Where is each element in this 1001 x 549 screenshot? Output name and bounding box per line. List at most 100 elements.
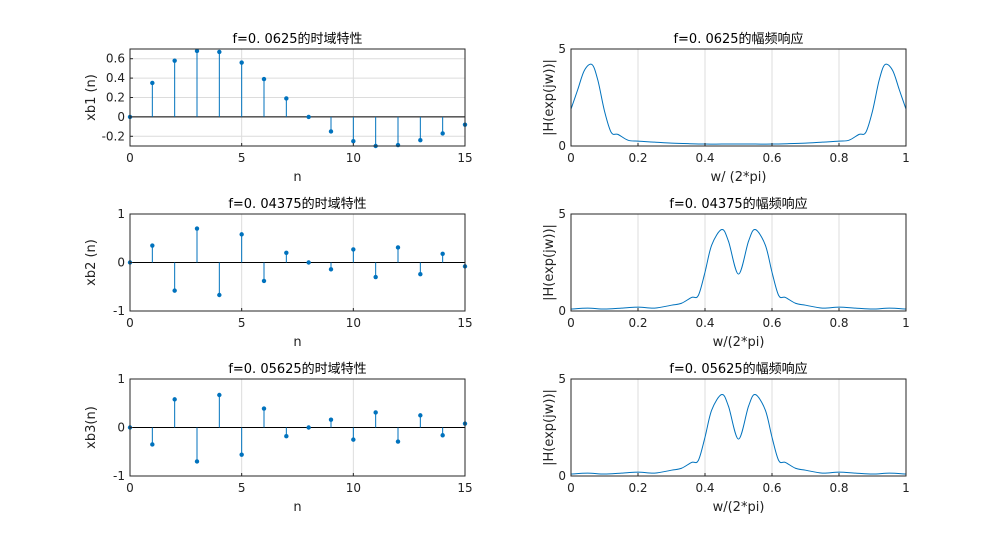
subplot-title: f=0. 0625的幅频响应	[673, 31, 803, 47]
stem-marker	[217, 392, 222, 398]
x-tick-label: 0.8	[829, 481, 848, 495]
y-tick-label: 5	[558, 207, 566, 221]
stem-marker	[351, 437, 356, 442]
stem-marker	[373, 274, 378, 280]
y-axis-label: |H(exp(jw))|	[542, 224, 557, 301]
stem-marker	[194, 226, 200, 231]
subplot-title: f=0. 05625的幅频响应	[669, 361, 807, 377]
magnitude-curve	[570, 63, 907, 145]
stem-marker	[261, 406, 267, 411]
stem-marker	[328, 129, 334, 134]
x-tick-label: 0.2	[628, 316, 647, 330]
y-tick-label: 0	[558, 469, 566, 483]
x-axis-label: w/ (2*pi)	[711, 170, 767, 185]
y-tick-label: -1	[113, 469, 125, 483]
y-tick-label: 0	[558, 139, 566, 153]
stem-marker	[194, 459, 200, 464]
x-tick-label: 15	[457, 151, 472, 165]
x-tick-label: 10	[346, 316, 361, 330]
stem-marker	[306, 425, 311, 430]
stem-marker	[239, 60, 244, 65]
stem-marker	[172, 288, 177, 293]
x-tick-label: 0.2	[628, 481, 647, 495]
x-tick-label: 0.2	[628, 151, 647, 165]
x-tick-label: 5	[238, 481, 246, 495]
x-tick-label: 0.8	[829, 151, 848, 165]
y-tick-label: 0.2	[106, 91, 125, 105]
x-axis-label: n	[293, 500, 301, 515]
x-tick-label: 0.4	[695, 316, 714, 330]
stem-marker	[239, 232, 244, 237]
y-axis-label: xb1 (n)	[84, 74, 99, 121]
y-tick-label: 5	[558, 372, 566, 386]
x-tick-label: 0.6	[762, 316, 781, 330]
subplot-title: f=0. 0625的时域特性	[232, 31, 362, 47]
stem-marker	[373, 410, 378, 415]
x-tick-label: 10	[346, 481, 361, 495]
stem-marker	[261, 278, 267, 284]
x-tick-label: 0	[126, 316, 134, 330]
stem-marker	[328, 417, 334, 422]
x-tick-label: 0	[126, 481, 134, 495]
x-tick-label: 0	[567, 151, 575, 165]
stem-marker	[418, 137, 423, 143]
stem-marker	[150, 442, 155, 447]
stem-marker	[217, 292, 222, 298]
x-tick-label: 0	[126, 151, 134, 165]
stem-marker	[239, 452, 244, 457]
stem-marker	[194, 48, 200, 54]
x-axis-label: w/(2*pi)	[713, 335, 765, 350]
stem-marker	[172, 58, 177, 63]
stem-marker	[418, 271, 423, 277]
magnitude-curve	[570, 394, 907, 475]
y-tick-label: 0.6	[106, 52, 125, 66]
y-tick-label: -1	[113, 304, 125, 318]
stem-marker	[150, 243, 155, 248]
x-tick-label: 1	[902, 481, 910, 495]
y-tick-label: 1	[117, 372, 125, 386]
x-tick-label: 1	[902, 151, 910, 165]
y-tick-label: 0	[558, 304, 566, 318]
stem-marker	[284, 434, 289, 439]
stem-marker	[351, 138, 356, 144]
y-tick-label: -0.2	[102, 129, 125, 143]
stem-marker	[284, 250, 289, 255]
subplot-title: f=0. 04375的幅频响应	[669, 196, 807, 212]
subplot-title: f=0. 04375的时域特性	[228, 196, 366, 212]
stem-marker	[440, 251, 445, 256]
x-tick-label: 5	[238, 316, 246, 330]
subplot-6: 0 0.2 0.4 0.6 0.8 1 0 5 f=0. 05625的幅频响应 w/(2*pi) |…	[542, 361, 910, 515]
x-axis-label: n	[293, 170, 301, 185]
y-tick-label: 0	[117, 421, 125, 435]
stem-marker	[440, 131, 445, 136]
stem-marker	[328, 267, 334, 272]
y-tick-label: 0.4	[106, 71, 125, 85]
y-tick-label: 0	[117, 110, 125, 124]
stem-marker	[418, 413, 423, 418]
x-tick-label: 1	[902, 316, 910, 330]
subplot-title: f=0. 05625的时域特性	[228, 361, 366, 377]
x-tick-label: 15	[457, 481, 472, 495]
stem-marker	[395, 245, 401, 250]
stem-marker	[395, 439, 401, 444]
stem-marker	[306, 260, 311, 265]
y-axis-label: xb2 (n)	[84, 239, 99, 286]
x-tick-label: 0.4	[695, 151, 714, 165]
stem-marker	[261, 76, 267, 82]
x-tick-label: 0.6	[762, 151, 781, 165]
x-tick-label: 0	[567, 316, 575, 330]
y-axis-label: |H(exp(jw))|	[542, 389, 557, 466]
y-axis-label: |H(exp(jw))|	[542, 59, 557, 136]
stem-marker	[395, 142, 401, 148]
y-tick-label: 0	[117, 256, 125, 270]
stem-marker	[351, 247, 356, 252]
stem-marker	[440, 433, 445, 438]
subplot-4: 0 0.2 0.4 0.6 0.8 1 0 5 f=0. 04375的幅频响应 w/(2*pi) |…	[542, 196, 910, 350]
stem-marker	[306, 114, 311, 120]
y-tick-label: 1	[117, 207, 125, 221]
stem-marker	[217, 49, 222, 55]
subplot-2: 0 0.2 0.4 0.6 0.8 1 0 5 f=0. 0625的幅频响应 w/ (2*pi) |…	[542, 31, 910, 185]
x-tick-label: 15	[457, 316, 472, 330]
